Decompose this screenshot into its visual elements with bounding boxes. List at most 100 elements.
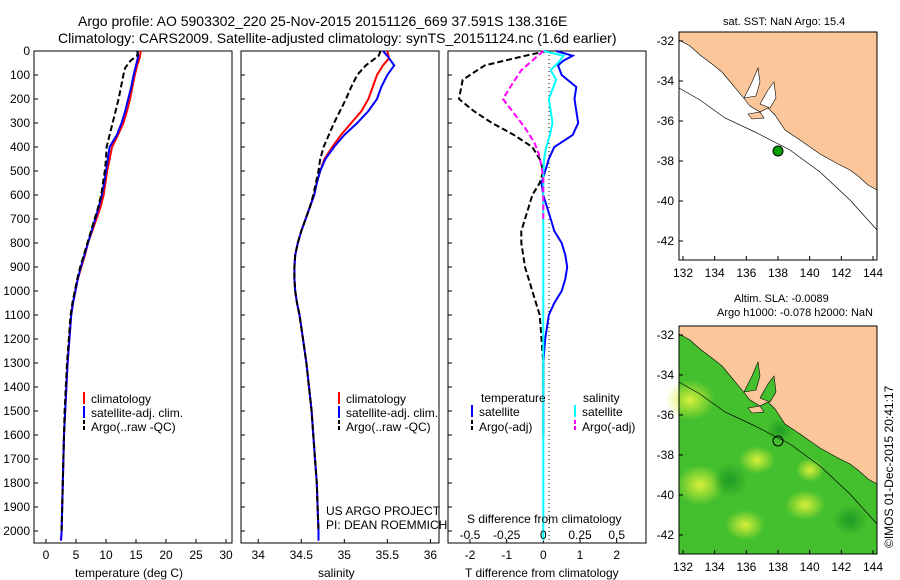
series-line-temperature-argo-adj- [457, 50, 548, 387]
spencer-gulf [743, 360, 761, 393]
depth-tick-label: 300 [10, 116, 30, 130]
depth-tick-label: 1800 [3, 476, 30, 490]
argo-float-marker [772, 145, 784, 157]
kangaroo-island [747, 405, 765, 414]
lat-tick-label: -38 [657, 448, 675, 462]
credit-pi: PI: DEAN ROEMMICH [326, 518, 447, 532]
spencer-gulf [743, 66, 761, 99]
lon-tick-label: 134 [705, 560, 725, 574]
difference-panel [447, 50, 647, 544]
lat-tick-label: -32 [657, 34, 675, 48]
sla-anomaly [739, 446, 775, 474]
sst-map-title: sat. SST: NaN Argo: 15.4 [723, 16, 845, 28]
legend-climatology: climatology [346, 392, 406, 406]
lat-tick-label: -34 [657, 74, 675, 88]
salinity-series [293, 50, 396, 541]
depth-tick-label: 1500 [3, 404, 30, 418]
sla-map-title-2: Argo h1000: -0.078 h2000: NaN [717, 307, 873, 319]
temperature-series [60, 50, 142, 541]
x-tick-label: 30 [219, 548, 233, 562]
legend-satellite: satellite-adj. clim. [346, 406, 438, 420]
depth-tick-label: 100 [10, 68, 30, 82]
legend-satellite: satellite-adj. clim. [91, 406, 183, 420]
difference-x-axis: -2 -1 0 1 2 [465, 539, 620, 562]
temperature-x-axis: 0 5 10 15 20 25 30 [43, 539, 233, 562]
lon-tick-label: 140 [800, 560, 820, 574]
x-tick-label: 35.5 [376, 548, 400, 562]
series-line-climatology [293, 50, 391, 541]
t-difference-xlabel: T difference from climatology [465, 566, 619, 580]
series-line-salinity-satellite [542, 50, 566, 541]
legend-argo: Argo(..raw -QC) [91, 420, 176, 434]
lon-tick-label: 134 [705, 266, 725, 280]
depth-tick-label: 200 [10, 92, 30, 106]
depth-tick-label: 1700 [3, 452, 30, 466]
shelf-contour [678, 87, 878, 231]
depth-axis: 0 100 200 300 400 500 600 700 800 900 1000 1100 1200… [3, 44, 452, 538]
lat-tick-label: -40 [657, 488, 675, 502]
lon-tick-label: 138 [768, 266, 788, 280]
series-line-argo-raw-qc- [60, 50, 139, 532]
title-line-2: Climatology: CARS2009. Satellite-adjuste… [58, 30, 616, 46]
temperature-legend: climatology satellite-adj. clim. Argo(..… [83, 392, 183, 434]
timestamp: ©IMOS 01-Dec-2015 20:41:17 [882, 385, 896, 548]
x-tick-label: 0 [540, 548, 547, 562]
legend-s-satellite: satellite [582, 405, 623, 419]
lat-tick-label: -34 [657, 368, 675, 382]
sst-land [678, 31, 878, 191]
depth-tick-label: 800 [10, 236, 30, 250]
sla-anomaly [832, 504, 868, 536]
sla-map-axes: -32 -34 -36 -38 -40 -42 132 134 136 138 140 142 144 [657, 328, 884, 574]
x-tick-label: 36 [424, 548, 438, 562]
series-line-salinity-argo-adj- [501, 50, 545, 219]
depth-tick-label: 0 [23, 44, 30, 58]
temperature-xlabel: temperature (deg C) [75, 566, 183, 580]
legend-climatology: climatology [91, 392, 151, 406]
legend-t-satellite: satellite [479, 405, 520, 419]
shelf-contour [678, 381, 878, 525]
sla-map [665, 325, 878, 555]
s-tick-label: -0.25 [493, 528, 521, 542]
sst-map [678, 31, 878, 261]
depth-tick-label: 1000 [3, 284, 30, 298]
x-tick-label: 5 [73, 548, 80, 562]
lat-tick-label: -42 [657, 528, 675, 542]
lon-tick-label: 144 [863, 266, 883, 280]
difference-legend: temperature satellite Argo(-adj) salinit… [471, 391, 635, 434]
depth-tick-label: 600 [10, 188, 30, 202]
s-tick-label: -0.5 [460, 528, 481, 542]
sla-anomaly [676, 465, 724, 505]
salinity-legend: climatology satellite-adj. clim. Argo(..… [338, 392, 438, 434]
temperature-panel [33, 50, 233, 544]
legend-argo: Argo(..raw -QC) [346, 420, 431, 434]
lat-tick-label: -38 [657, 154, 675, 168]
depth-tick-label: 1600 [3, 428, 30, 442]
lon-tick-label: 132 [673, 266, 693, 280]
series-line-temperature-satellite [540, 50, 580, 435]
depth-tick-label: 700 [10, 212, 30, 226]
sla-anomaly [785, 490, 825, 520]
salinity-xlabel: salinity [318, 566, 355, 580]
salinity-x-axis: 34 34.5 35 35.5 36 [252, 539, 438, 562]
s-tick-label: 0.5 [608, 528, 625, 542]
sla-anomaly [725, 510, 765, 540]
s-tick-label: 0.25 [568, 528, 592, 542]
depth-tick-label: 1300 [3, 356, 30, 370]
depth-tick-label: 1200 [3, 332, 30, 346]
s-tick-label: 0 [540, 528, 547, 542]
sla-land [678, 325, 878, 485]
series-line-argo-raw-qc- [293, 50, 382, 532]
s-difference-label: S difference from climatology [467, 512, 622, 526]
sla-anomaly [712, 462, 748, 498]
legend-t-argo: Argo(-adj) [479, 420, 532, 434]
sla-anomaly [796, 458, 824, 482]
depth-tick-label: 400 [10, 140, 30, 154]
lon-tick-label: 132 [673, 560, 693, 574]
x-tick-label: -2 [465, 548, 476, 562]
depth-tick-label: 500 [10, 164, 30, 178]
x-tick-label: 34.5 [290, 548, 314, 562]
lat-tick-label: -36 [657, 114, 675, 128]
lon-tick-label: 138 [768, 560, 788, 574]
credit-project: US ARGO PROJECT [326, 504, 441, 518]
